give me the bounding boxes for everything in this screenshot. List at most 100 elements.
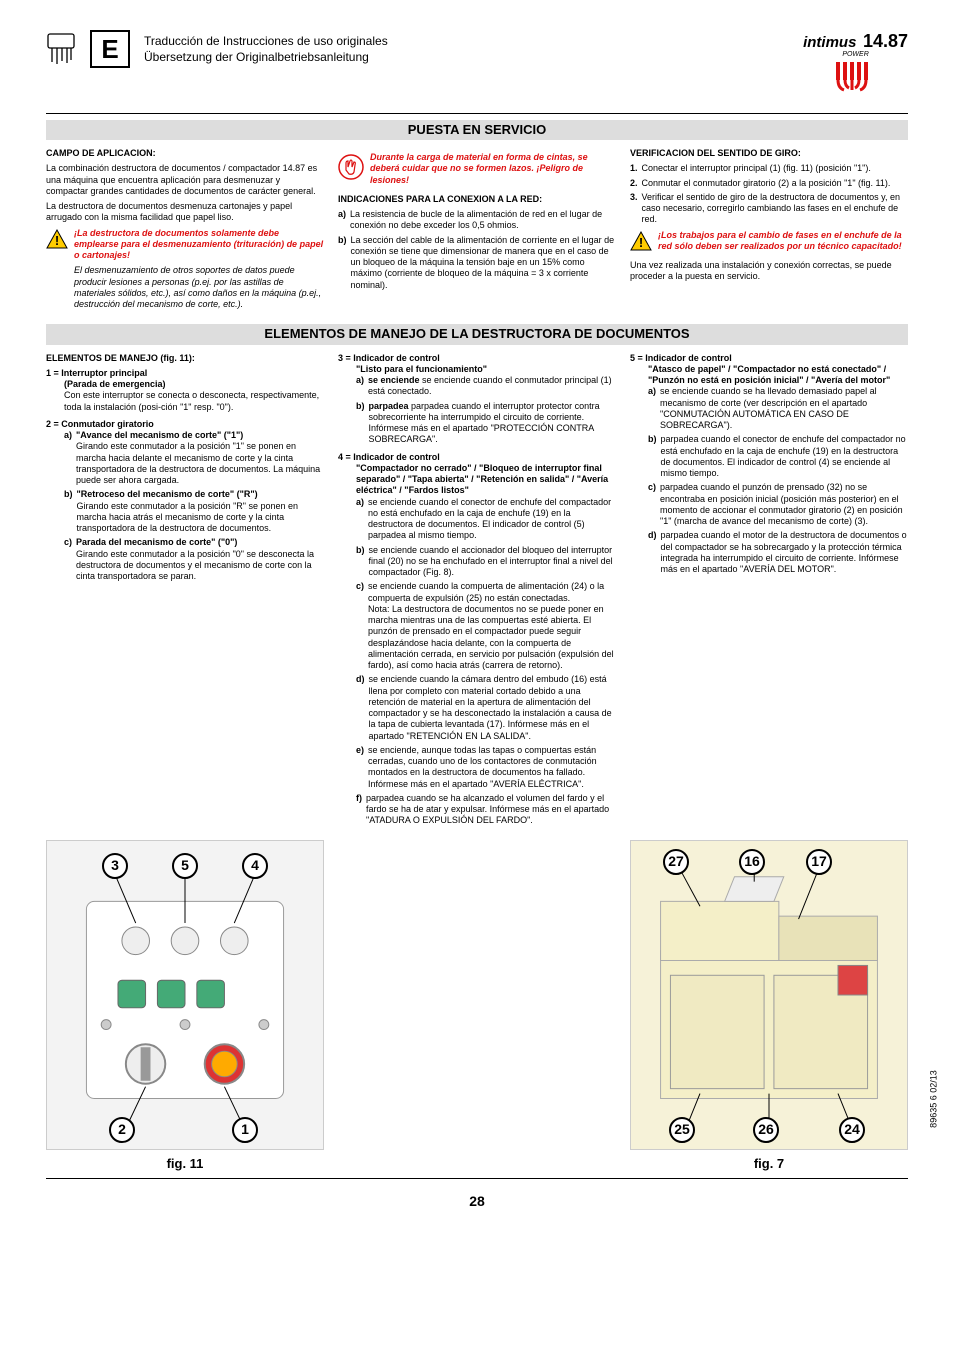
lbl-b: b) [356, 545, 365, 579]
item3-num: 3 = [338, 353, 353, 363]
callout-26: 26 [753, 1117, 779, 1143]
warning-block-1: ! ¡La destructora de documentos solament… [46, 228, 324, 315]
i4b: se enciende cuando el accionador del blo… [369, 545, 613, 578]
i3b-b: parpadea [369, 401, 412, 411]
campo-p2: La destructora de documentos desmenuza c… [46, 201, 324, 224]
header-text: Traducción de Instrucciones de uso origi… [144, 33, 388, 65]
verif-p: Una vez realizada una instalación y cone… [630, 260, 908, 283]
i2a-t: "Avance del mecanismo de corte" ("1") [76, 430, 243, 440]
i2c-t: Parada del mecanismo de corte" ("0") [76, 537, 237, 547]
fig7-image: 27 16 17 25 26 24 [630, 840, 908, 1150]
callout-5: 5 [172, 853, 198, 879]
warn1-text: ¡La destructora de documentos solamente … [74, 228, 324, 262]
lbl-c: c) [356, 581, 364, 671]
i4e: se enciende, aunque todas las tapas o co… [368, 745, 597, 789]
page-number: 28 [46, 1193, 908, 1211]
item5-sub: "Atasco de papel" / "Compactador no está… [630, 364, 908, 387]
verif-heading: VERIFICACION DEL SENTIDO DE GIRO: [630, 148, 908, 159]
warning-icon: ! [630, 231, 652, 251]
item2-list: a)"Avance del mecanismo de corte" ("1")G… [46, 430, 324, 582]
callout-27: 27 [663, 849, 689, 875]
i4note: Nota: La destructora de documentos no se… [368, 604, 614, 670]
lbl-b: b) [356, 401, 365, 446]
sec1-col2: Durante la carga de material en forma de… [338, 148, 616, 318]
item4-list: a)se enciende cuando el conector de ench… [338, 497, 616, 827]
callout-1: 1 [232, 1117, 258, 1143]
lbl-b: b) [648, 434, 657, 479]
num-1: 1. [630, 163, 638, 174]
i2a-p: Girando este conmutador a la posición "1… [76, 441, 320, 485]
sec2-col2: 3 = Indicador de control "Listo para el … [338, 353, 616, 830]
figure-7: 27 16 17 25 26 24 fig. 7 [630, 840, 908, 1172]
callout-3: 3 [102, 853, 128, 879]
i5c: parpadea cuando el punzón de prensado (3… [660, 482, 903, 526]
callout-25: 25 [669, 1117, 695, 1143]
item1-num: 1 = [46, 368, 61, 378]
indicaciones-list: a)La resistencia de bucle de la alimenta… [338, 209, 616, 291]
hand-icon [338, 154, 364, 180]
item3-sub: "Listo para el funcionamiento" [338, 364, 616, 375]
i5b: parpadea cuando el conector de enchufe d… [661, 434, 906, 478]
item3-title: Indicador de control [353, 353, 440, 363]
lbl-a: a) [648, 386, 656, 431]
lbl-c: c) [648, 482, 656, 527]
callout-16: 16 [739, 849, 765, 875]
lbl-b: b) [64, 489, 73, 534]
warning-icon: ! [46, 229, 68, 249]
i5a: se enciende cuando se ha llevado demasia… [660, 386, 877, 430]
item1-title: Interruptor principal [61, 368, 147, 378]
lbl-e: e) [356, 745, 364, 790]
fig11-caption: fig. 11 [46, 1156, 324, 1172]
item-1: 1 = Interruptor principal (Parada de eme… [46, 368, 324, 413]
warning-block-2: Durante la carga de material en forma de… [338, 152, 616, 190]
brand-logo: intimus 14.87 POWER [803, 30, 908, 95]
warn1-sub: El desmenuzamiento de otros soportes de … [74, 265, 324, 310]
label-b: b) [338, 235, 347, 291]
i4d: se enciende cuando la cámara dentro del … [369, 674, 612, 740]
item3-list: a)se enciende se enciende cuando el conm… [338, 375, 616, 446]
header-line2: Übersetzung der Originalbetriebsanleitun… [144, 49, 388, 65]
indicaciones-heading: INDICACIONES PARA LA CONEXION A LA RED: [338, 194, 616, 205]
lbl-a: a) [64, 430, 72, 486]
item1-p: Con este interruptor se conecta o descon… [46, 390, 324, 413]
section2-title: ELEMENTOS DE MANEJO DE LA DESTRUCTORA DE… [46, 324, 908, 344]
warn2-text: Durante la carga de material en forma de… [370, 152, 616, 186]
i2c-p: Girando este conmutador a la posición "0… [76, 549, 314, 582]
fig7-caption: fig. 7 [630, 1156, 908, 1172]
callout-24: 24 [839, 1117, 865, 1143]
svg-text:!: ! [639, 235, 643, 250]
verif-s1: Conectar el interruptor principal (1) (f… [642, 163, 871, 174]
verif-s2: Conmutar el conmutador giratorio (2) a l… [642, 178, 891, 189]
brand-model: 14.87 [863, 31, 908, 51]
fig11-image: 3 5 4 2 1 [46, 840, 324, 1150]
i5d: parpadea cuando el motor de la destructo… [661, 530, 907, 574]
section1-title: PUESTA EN SERVICIO [46, 120, 908, 140]
figure-11: 3 5 4 2 1 fig. 11 [46, 840, 324, 1172]
label-a: a) [338, 209, 346, 232]
svg-text:!: ! [55, 233, 59, 248]
item5-title: Indicador de control [645, 353, 732, 363]
warning-block-3: ! ¡Los trabajos para el cambio de fases … [630, 230, 908, 257]
callout-4: 4 [242, 853, 268, 879]
item-2: 2 = Conmutador giratorio a)"Avance del m… [46, 419, 324, 583]
campo-heading: CAMPO DE APLICACION: [46, 148, 324, 159]
i4c: se enciende cuando la compuerta de alime… [368, 581, 604, 602]
brand-word: intimus [803, 34, 856, 51]
warn3-text: ¡Los trabajos para el cambio de fases en… [658, 230, 908, 253]
lbl-a: a) [356, 497, 364, 542]
sec1-col1: CAMPO DE APLICACION: La combinación dest… [46, 148, 324, 318]
item-4: 4 = Indicador de control "Compactador no… [338, 452, 616, 827]
header-line1: Traducción de Instrucciones de uso origi… [144, 33, 388, 49]
item5-list: a)se enciende cuando se ha llevado demas… [630, 386, 908, 575]
item-3: 3 = Indicador de control "Listo para el … [338, 353, 616, 446]
callout-2: 2 [109, 1117, 135, 1143]
elem-heading: ELEMENTOS DE MANEJO (fig. 11): [46, 353, 324, 364]
i2b-p: Girando este conmutador a la posición "R… [77, 501, 299, 534]
num-2: 2. [630, 178, 638, 189]
verif-steps: 1. Conectar el interruptor principal (1) … [630, 163, 908, 225]
item2-num: 2 = [46, 419, 61, 429]
item5-num: 5 = [630, 353, 645, 363]
divider-bottom [46, 1178, 908, 1179]
item-5: 5 = Indicador de control "Atasco de pape… [630, 353, 908, 576]
language-box: E [90, 30, 130, 68]
